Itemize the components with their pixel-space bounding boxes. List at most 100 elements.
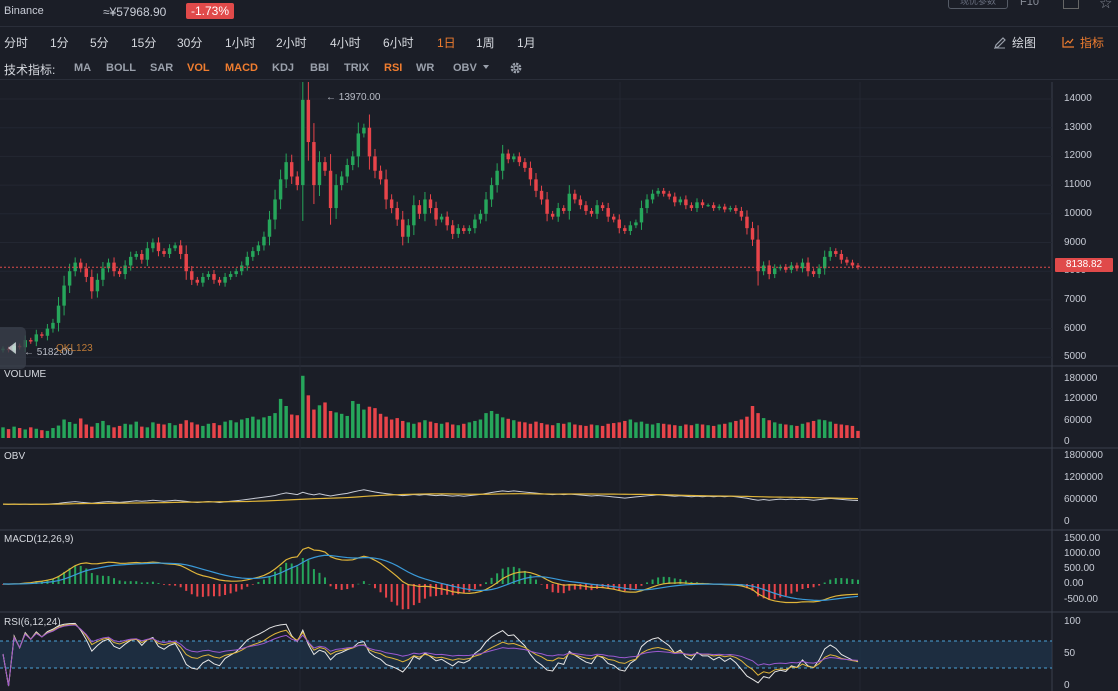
volume-bar [267, 415, 272, 438]
macd-histogram-bar [124, 581, 127, 584]
volume-bar [339, 413, 344, 438]
volume-bar [128, 424, 133, 438]
candle-body [639, 208, 644, 223]
volume-bar [734, 420, 738, 438]
candle-body [495, 170, 499, 186]
candle-body [723, 206, 727, 210]
volume-bar [17, 428, 22, 438]
period-tab-6[interactable]: 2小时 [276, 36, 307, 50]
volume-bar [506, 418, 510, 438]
macd-histogram-bar [423, 584, 426, 599]
macd-histogram-bar [85, 568, 88, 584]
period-tab-0[interactable]: 分时 [4, 36, 29, 50]
candle-body [556, 208, 560, 217]
obv-axis-tick: 0 [1064, 516, 1070, 527]
candle-body [423, 199, 427, 214]
macd-histogram-bar [845, 578, 848, 584]
macd-histogram-bar [651, 579, 654, 584]
macd-histogram-bar [518, 568, 521, 584]
expand-icon[interactable] [1063, 0, 1079, 9]
macd-histogram-bar [490, 577, 493, 584]
period-tab-2[interactable]: 5分 [90, 36, 109, 50]
volume-bar [495, 413, 499, 438]
candle-body [534, 179, 538, 191]
indicator-vol[interactable]: VOL [187, 62, 210, 74]
candle-body [367, 127, 372, 157]
macd-histogram-bar [118, 580, 121, 584]
macd-histogram-bar [457, 584, 460, 595]
volume-bar [728, 422, 733, 438]
volume-bar [395, 418, 399, 438]
period-tab-5[interactable]: 1小时 [225, 36, 256, 50]
indicator-bbi[interactable]: BBI [310, 62, 329, 74]
macd-histogram-bar [179, 584, 182, 588]
candle-body [728, 208, 733, 210]
indicator-obv[interactable]: OBV [453, 62, 489, 74]
macd-histogram-bar [451, 584, 454, 596]
period-tab-8[interactable]: 6小时 [383, 36, 414, 50]
draw-tool-button[interactable]: 绘图 [994, 34, 1036, 51]
volume-bar [845, 425, 849, 438]
optimize-params-button[interactable]: 现优参数 [948, 0, 1008, 9]
f10-button[interactable]: F10 [1020, 0, 1039, 8]
indicator-kdj[interactable]: KDJ [272, 62, 295, 74]
volume-bar [573, 424, 577, 438]
macd-histogram-bar [163, 584, 166, 585]
indicator-rsi[interactable]: RSI [384, 62, 403, 74]
candle-body [79, 262, 83, 269]
macd-histogram-bar [773, 584, 776, 600]
volume-bar [656, 423, 660, 438]
chart-area[interactable] [0, 82, 1118, 691]
volume-bar [828, 421, 832, 438]
indicator-boll[interactable]: BOLL [106, 62, 136, 74]
indicator-trix[interactable]: TRIX [344, 62, 370, 74]
volume-bar [317, 405, 322, 438]
period-tab-3[interactable]: 15分 [131, 36, 157, 50]
candle-body [412, 205, 416, 226]
candle-body [334, 185, 338, 209]
candle-body [295, 176, 299, 186]
volume-bar [412, 423, 416, 438]
indicator-label: 指标 [1080, 36, 1105, 50]
period-tab-1[interactable]: 1分 [50, 36, 69, 50]
indicator-bar: 技术指标: MA BOLL SAR VOL MACD KDJ BBI TRIX RSI WR OBV [0, 57, 1118, 80]
volume-bar [778, 423, 782, 438]
indicator-ma[interactable]: MA [74, 62, 92, 74]
period-tab-10[interactable]: 1周 [476, 36, 495, 50]
macd-histogram-bar [251, 584, 254, 585]
macd-histogram-bar [257, 581, 260, 584]
candle-body [51, 322, 55, 329]
candle-body [223, 276, 227, 283]
macd-histogram-bar [379, 584, 382, 593]
volume-bar [167, 423, 172, 438]
macd-histogram-bar [101, 575, 104, 584]
volume-bar [528, 423, 533, 438]
gear-icon[interactable] [509, 61, 523, 75]
macd-histogram-bar [135, 581, 138, 584]
candle-body [323, 162, 327, 171]
indicator-button[interactable]: 指标 [1062, 34, 1104, 51]
period-tab-7[interactable]: 4小时 [330, 36, 361, 50]
candle-body [484, 199, 488, 214]
chevron-left-icon [8, 342, 16, 354]
volume-bar [756, 413, 760, 438]
candle-body [362, 127, 366, 134]
candle-body [328, 170, 333, 209]
volume-bar [578, 425, 583, 438]
candle-body [500, 153, 505, 171]
period-tab-9[interactable]: 1日 [437, 36, 456, 50]
indicator-macd[interactable]: MACD [225, 62, 258, 74]
star-icon[interactable]: ☆ [1099, 0, 1113, 12]
macd-histogram-bar [557, 584, 560, 593]
period-tab-11[interactable]: 1月 [517, 36, 536, 50]
period-tab-4[interactable]: 30分 [177, 36, 203, 50]
scroll-left-button[interactable] [0, 327, 26, 369]
indicator-bar-label: 技术指标: [4, 63, 56, 77]
indicator-wr[interactable]: WR [416, 62, 435, 74]
indicator-sar[interactable]: SAR [150, 62, 174, 74]
volume-bar [689, 425, 694, 438]
macd-histogram-bar [668, 577, 671, 584]
volume-bar [112, 427, 116, 438]
macd-histogram-bar [346, 584, 349, 590]
volume-bar [90, 426, 94, 438]
